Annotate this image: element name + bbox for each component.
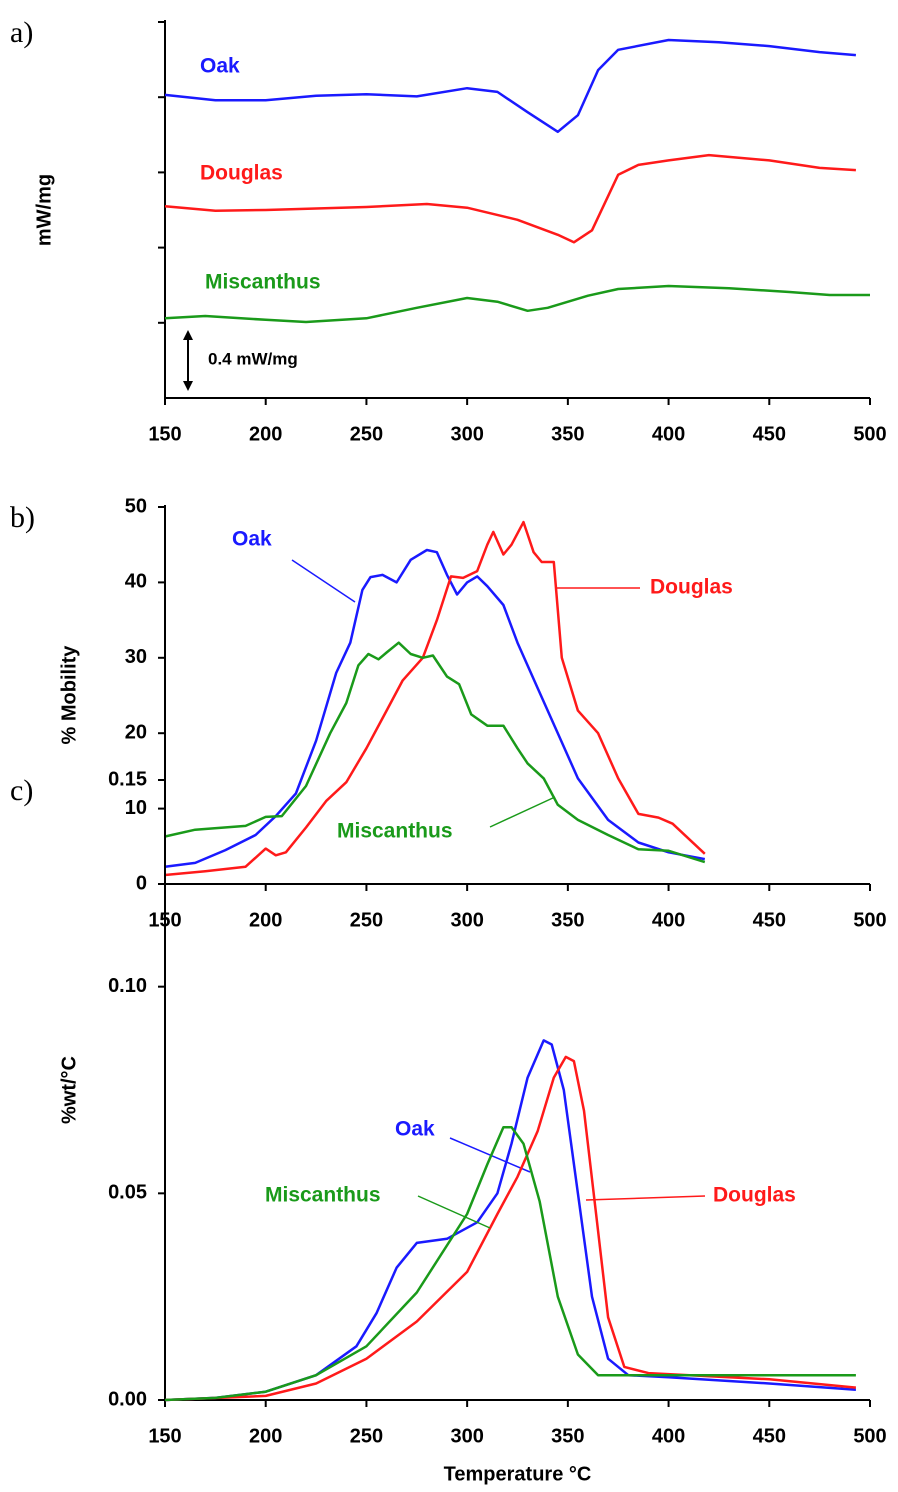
series-label: Douglas <box>650 576 733 599</box>
x-axis-label: Temperature °C <box>444 1463 592 1485</box>
series-line <box>164 520 706 877</box>
series-line <box>164 1125 856 1402</box>
y-axis-label: %wt/°C <box>58 1056 80 1124</box>
panel-label: a) <box>10 16 33 49</box>
x-tick-label: 400 <box>652 909 685 931</box>
series-line <box>164 548 706 868</box>
y-tick-label: 0.10 <box>108 975 147 997</box>
panel-label: c) <box>10 774 33 807</box>
x-tick-label: 400 <box>652 1425 685 1447</box>
x-tick-label: 200 <box>249 1425 282 1447</box>
series-label: Douglas <box>200 162 283 185</box>
x-tick-label: 250 <box>350 423 383 445</box>
y-tick-label: 0.15 <box>108 768 147 790</box>
leader-line <box>291 559 356 603</box>
x-tick-label: 250 <box>350 1425 383 1447</box>
x-tick-label: 350 <box>551 909 584 931</box>
y-tick-label: 0 <box>136 872 147 894</box>
y-tick-label: 20 <box>125 721 147 743</box>
series-line <box>164 641 706 864</box>
scale-bar-arrow <box>183 330 193 340</box>
y-tick-label: 10 <box>125 797 147 819</box>
y-tick-label: 40 <box>125 571 147 593</box>
x-tick-label: 300 <box>450 423 483 445</box>
series-line <box>164 1055 857 1402</box>
leader-line <box>417 1195 491 1229</box>
x-tick-label: 450 <box>753 909 786 931</box>
series-label: Miscanthus <box>265 1184 381 1207</box>
panel-label: b) <box>10 501 35 534</box>
series-label: Miscanthus <box>205 271 321 294</box>
series-label: Oak <box>395 1118 435 1141</box>
y-tick-label: 30 <box>125 646 147 668</box>
x-tick-label: 150 <box>148 1425 181 1447</box>
y-tick-label: 0.05 <box>108 1182 147 1204</box>
x-tick-label: 200 <box>249 423 282 445</box>
x-tick-label: 250 <box>350 909 383 931</box>
series-label: Oak <box>232 528 272 551</box>
series-line <box>164 1039 856 1402</box>
x-tick-label: 200 <box>249 909 282 931</box>
x-tick-label: 500 <box>853 423 886 445</box>
x-tick-label: 450 <box>753 423 786 445</box>
x-tick-label: 450 <box>753 1425 786 1447</box>
x-tick-label: 350 <box>551 1425 584 1447</box>
x-tick-label: 150 <box>148 423 181 445</box>
x-tick-label: 500 <box>853 909 886 931</box>
x-tick-label: 300 <box>450 1425 483 1447</box>
y-axis-label: % Mobility <box>58 645 80 745</box>
leader-line <box>449 1137 531 1173</box>
x-tick-label: 500 <box>853 1425 886 1447</box>
series-label: Oak <box>200 55 240 78</box>
series-line <box>164 153 856 244</box>
series-label: Douglas <box>713 1184 796 1207</box>
y-tick-label: 50 <box>125 495 147 517</box>
series-line <box>164 284 870 324</box>
leader-line <box>489 796 556 828</box>
y-axis-label: mW/mg <box>33 174 55 246</box>
series-line <box>164 38 857 134</box>
leader-line <box>585 1195 706 1201</box>
y-tick-label: 0.00 <box>108 1388 147 1410</box>
series-label: Miscanthus <box>337 820 453 843</box>
x-tick-label: 350 <box>551 423 584 445</box>
scale-bar-label: 0.4 mW/mg <box>208 349 298 368</box>
x-tick-label: 300 <box>450 909 483 931</box>
x-tick-label: 400 <box>652 423 685 445</box>
scale-bar-arrow <box>183 381 193 391</box>
